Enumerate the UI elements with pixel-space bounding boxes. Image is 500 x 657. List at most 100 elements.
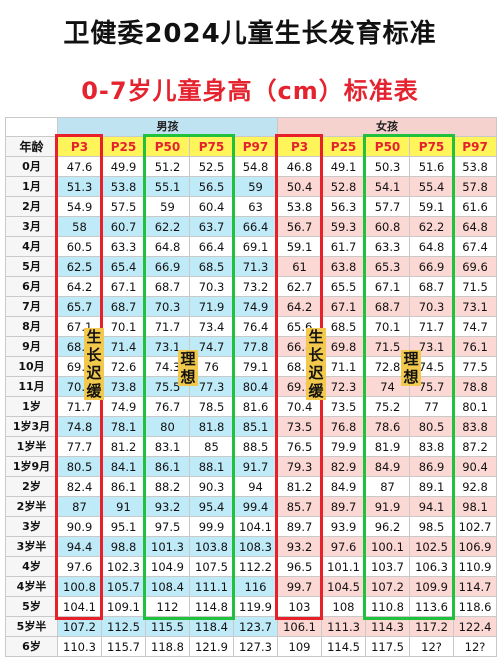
boys-value-cell: 121.9 — [189, 636, 234, 657]
boys-value-cell: 66.9 — [145, 256, 190, 277]
boys-value-cell: 99.9 — [189, 516, 234, 537]
girls-value-cell: 101.1 — [321, 556, 367, 577]
boys-value-cell: 104.9 — [145, 556, 190, 577]
boys-value-cell: 110.3 — [57, 636, 102, 657]
boys-value-cell: 57.5 — [101, 196, 146, 217]
boys-value-cell: 77.8 — [232, 336, 279, 357]
age-cell: 4岁 — [5, 556, 58, 577]
girls-value-cell: 100.1 — [365, 536, 411, 557]
girls-value-cell: 66.8 — [277, 336, 323, 357]
girls-p25-header: P25 — [321, 136, 367, 157]
girls-value-cell: 118.6 — [453, 596, 498, 617]
boys-value-cell: 91 — [101, 496, 146, 517]
boys-p3-header: P3 — [57, 136, 102, 157]
boys-p97-header: P97 — [232, 136, 279, 157]
boys-value-cell: 85.1 — [232, 416, 279, 437]
girls-p97-header: P97 — [453, 136, 498, 157]
girls-value-cell: 73.5 — [277, 416, 323, 437]
girls-value-cell: 76.1 — [453, 336, 498, 357]
girls-value-cell: 84.9 — [365, 456, 411, 477]
table-row: 2岁 82.4 86.1 88.2 90.3 94 81.2 84.9 87 89.1 92.8 — [5, 476, 498, 497]
boys-value-cell: 83.1 — [145, 436, 190, 457]
girls-value-cell: 82.9 — [321, 456, 367, 477]
girls-value-cell: 50.3 — [365, 156, 411, 177]
girls-value-cell: 56.7 — [277, 216, 323, 237]
table-row: 5岁 104.1 109.1 112 114.8 119.9 103 108 110.8 113.… — [5, 596, 498, 617]
girls-value-cell: 76.5 — [277, 436, 323, 457]
age-cell: 0月 — [5, 156, 58, 177]
boys-value-cell: 71.4 — [101, 336, 146, 357]
age-cell: 5月 — [5, 256, 58, 277]
boys-value-cell: 67.1 — [57, 316, 102, 337]
girls-value-cell: 89.7 — [321, 496, 367, 517]
boys-value-cell: 66.4 — [232, 216, 279, 237]
boys-value-cell: 60.4 — [189, 196, 234, 217]
girls-value-cell: 50.4 — [277, 176, 323, 197]
table-row: 1月 51.3 53.8 55.1 56.5 59 50.4 52.8 54.1 55.4 57.8 — [5, 176, 498, 197]
table-row: 5月 62.5 65.4 66.9 68.5 71.3 61 63.8 65.3 66.9 69.6 — [5, 256, 498, 277]
boys-value-cell: 108.4 — [145, 576, 190, 597]
boys-value-cell: 62.5 — [57, 256, 102, 277]
age-cell: 10月 — [5, 356, 58, 377]
girls-value-cell: 85.7 — [277, 496, 323, 517]
girls-value-cell: 64.8 — [453, 216, 498, 237]
girls-value-cell: 67.1 — [321, 296, 367, 317]
girls-value-cell: 59.1 — [409, 196, 455, 217]
girls-value-cell: 87.2 — [453, 436, 498, 457]
girls-value-cell: 68.1 — [277, 356, 323, 377]
girls-value-cell: 97.6 — [321, 536, 367, 557]
girls-value-cell: 109.9 — [409, 576, 455, 597]
girls-value-cell: 73.1 — [453, 296, 498, 317]
girls-value-cell: 52.8 — [321, 176, 367, 197]
girls-value-cell: 74 — [365, 376, 411, 397]
table-row: 3月 58 60.7 62.2 63.7 66.4 56.7 59.3 60.8 62.2 64.8 — [5, 216, 498, 237]
girls-value-cell: 63.8 — [321, 256, 367, 277]
boys-value-cell: 70.3 — [145, 296, 190, 317]
girls-value-cell: 74.7 — [453, 316, 498, 337]
girls-value-cell: 79.3 — [277, 456, 323, 477]
boys-value-cell: 63.3 — [101, 236, 146, 257]
boys-value-cell: 53.8 — [101, 176, 146, 197]
girls-value-cell: 80.5 — [409, 416, 455, 437]
boys-value-cell: 77.7 — [57, 436, 102, 457]
table-row: 11月 70.7 73.8 75.5 77.3 80.4 69.2 72.3 74 75.7 78.… — [5, 376, 498, 397]
boys-value-cell: 62.2 — [145, 216, 190, 237]
boys-value-cell: 51.2 — [145, 156, 190, 177]
girls-value-cell: 71.5 — [453, 276, 498, 297]
girls-value-cell: 65.5 — [321, 276, 367, 297]
boys-value-cell: 67.1 — [101, 276, 146, 297]
age-header: 年龄 — [5, 136, 58, 157]
table-row: 2月 54.9 57.5 59 60.4 63 53.8 56.3 57.7 59.1 61.6 — [5, 196, 498, 217]
boys-value-cell: 74.9 — [232, 296, 279, 317]
table-row: 4岁 97.6 102.3 104.9 107.5 112.2 96.5 101.1 103.7… — [5, 556, 498, 577]
boys-value-cell: 90.3 — [189, 476, 234, 497]
girls-value-cell: 56.3 — [321, 196, 367, 217]
table-row: 3岁 90.9 95.1 97.5 99.9 104.1 89.7 93.9 96.2 98.5 1… — [5, 516, 498, 537]
girls-value-cell: 117.5 — [365, 636, 411, 657]
group-header-row: 男孩 女孩 — [5, 117, 498, 137]
boys-value-cell: 70.1 — [101, 316, 146, 337]
girls-value-cell: 91.9 — [365, 496, 411, 517]
girls-value-cell: 73.1 — [409, 336, 455, 357]
girls-value-cell: 114.7 — [453, 576, 498, 597]
girls-value-cell: 110.8 — [365, 596, 411, 617]
boys-value-cell: 71.3 — [232, 256, 279, 277]
girls-value-cell: 102.5 — [409, 536, 455, 557]
age-cell: 2岁半 — [5, 496, 58, 517]
boys-value-cell: 70.7 — [57, 376, 102, 397]
table-row: 3岁半 94.4 98.8 101.3 103.8 108.3 93.2 97.6 100.1 1… — [5, 536, 498, 557]
boys-value-cell: 70.3 — [189, 276, 234, 297]
boys-value-cell: 87 — [57, 496, 102, 517]
boys-value-cell: 80 — [145, 416, 190, 437]
percentile-header-row: 年龄 P3 P25 P50 P75 P97 P3 P25 P50 P75 P97 — [5, 136, 498, 157]
boys-value-cell: 88.5 — [232, 436, 279, 457]
boys-value-cell: 86.1 — [101, 476, 146, 497]
table-row: 1岁9月 80.5 84.1 86.1 88.1 91.7 79.3 82.9 84.9 86.9… — [5, 456, 498, 477]
girls-value-cell: 70.1 — [365, 316, 411, 337]
boys-p75-header: P75 — [189, 136, 234, 157]
girls-value-cell: 59.1 — [277, 236, 323, 257]
girls-value-cell: 60.8 — [365, 216, 411, 237]
boys-value-cell: 64.2 — [57, 276, 102, 297]
girls-value-cell: 99.7 — [277, 576, 323, 597]
girls-value-cell: 81.9 — [365, 436, 411, 457]
